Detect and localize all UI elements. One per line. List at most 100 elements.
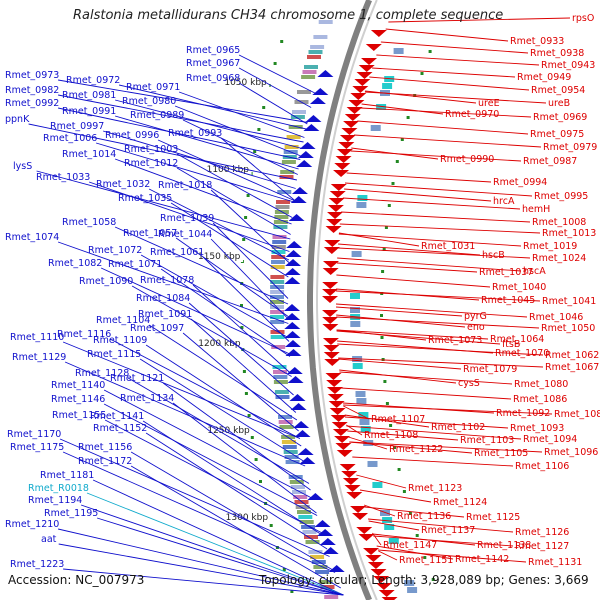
reverse-gene-arrow	[327, 205, 344, 212]
gene-label-right: Rmet_1040	[492, 282, 546, 293]
leader-line-left	[145, 344, 302, 447]
feature-block	[270, 335, 285, 339]
leader-line-right	[344, 188, 492, 202]
reverse-gene-arrow	[322, 338, 339, 345]
reverse-gene-arrow	[342, 478, 359, 485]
leader-line-right	[360, 107, 532, 118]
gene-label-left: Rmet_0993	[168, 128, 222, 139]
backbone-inner-ring	[316, 0, 378, 600]
leader-line-left	[36, 170, 291, 240]
gene-label-left: Rmet_1032	[96, 179, 150, 190]
tick-marker	[262, 106, 266, 109]
tick-marker	[380, 336, 384, 339]
gene-label-right: Rmet_1125	[466, 512, 520, 523]
feature-block	[359, 419, 370, 425]
leader-line-right	[339, 223, 541, 234]
feature-block	[278, 420, 293, 424]
leader-line-right	[361, 103, 444, 115]
feature-block	[351, 251, 362, 257]
leader-line-right	[364, 91, 547, 104]
gene-label-left: Rmet_1057	[123, 228, 177, 239]
forward-gene-arrow	[319, 538, 336, 545]
forward-gene-arrow	[303, 124, 320, 131]
gene-label-left: Rmet_1084	[136, 293, 190, 304]
tick-marker	[385, 402, 389, 405]
gene-label-right: hrcA	[493, 196, 515, 207]
gene-label-right: Rmet_1041	[542, 296, 596, 307]
leader-line-right	[338, 357, 544, 368]
forward-gene-arrow	[285, 259, 302, 266]
tick-marker	[250, 436, 254, 439]
feature-block	[279, 175, 294, 179]
gene-label-right: Rmet_1045	[481, 295, 535, 306]
leader-line-left	[109, 338, 301, 439]
reverse-gene-arrow	[352, 513, 369, 520]
feature-block	[276, 200, 290, 204]
reverse-gene-arrow	[370, 569, 387, 576]
tick-marker	[241, 348, 245, 351]
gene-label-right: pyrG	[464, 311, 487, 322]
leader-line-left	[174, 105, 302, 157]
forward-gene-arrow	[293, 421, 310, 428]
leader-line-left	[102, 130, 296, 189]
gene-label-left: Rmet_1170	[7, 429, 61, 440]
gene-label-left: Rmet_1223	[10, 559, 64, 570]
reverse-gene-arrow	[361, 58, 378, 65]
reverse-gene-arrow	[373, 576, 390, 583]
gene-label-left: Rmet_0967	[186, 58, 240, 69]
gene-label-right: Rmet_1046	[529, 312, 583, 323]
reverse-gene-arrow	[328, 198, 345, 205]
feature-block	[272, 240, 287, 244]
reverse-gene-arrow	[375, 583, 392, 590]
tick-marker	[282, 568, 286, 571]
leader-line-right	[350, 150, 522, 162]
leader-line-right	[368, 520, 420, 531]
leader-line-left	[86, 492, 344, 596]
forward-gene-arrow	[287, 376, 304, 383]
tick-marker	[240, 304, 243, 307]
feature-block	[370, 125, 381, 131]
reverse-gene-arrow	[329, 191, 346, 198]
gene-label-right: Rmet_0970	[445, 109, 499, 120]
leader-line-left	[220, 137, 295, 201]
feature-block	[310, 45, 325, 49]
gene-label-left: Rmet_1181	[40, 470, 94, 481]
feature-block	[356, 398, 367, 404]
tick-marker	[420, 72, 424, 75]
leader-line-left	[238, 82, 308, 125]
feature-block	[270, 290, 285, 294]
reverse-gene-arrow	[339, 135, 356, 142]
gene-label-right: Rmet_1102	[431, 422, 485, 433]
leader-line-left	[58, 79, 308, 123]
feature-block	[297, 510, 311, 514]
forward-gene-arrow	[286, 367, 303, 374]
leader-line-left	[28, 123, 298, 181]
forward-gene-arrow	[317, 70, 334, 77]
reverse-gene-arrow	[325, 226, 342, 233]
reverse-gene-arrow	[365, 555, 382, 562]
feature-block	[283, 450, 298, 454]
gene-label-right: Rmet_0975	[530, 129, 584, 140]
tick-marker	[380, 314, 383, 317]
leader-line-left	[176, 153, 293, 218]
feature-block	[272, 235, 287, 239]
tick-marker	[242, 370, 246, 373]
feature-block	[270, 310, 285, 314]
tick-marker	[253, 150, 257, 153]
reverse-gene-arrow	[344, 485, 361, 492]
gene-label-right: hscB	[482, 250, 505, 261]
gene-label-right: Rmet_0990	[440, 154, 494, 165]
feature-block	[280, 170, 295, 174]
gene-label-right: hemH	[522, 204, 550, 215]
feature-block	[271, 260, 285, 264]
leader-line-left	[182, 332, 299, 432]
reverse-gene-arrow	[338, 142, 355, 149]
feature-block	[356, 202, 367, 208]
gene-label-right: Rmet_1037	[479, 267, 533, 278]
forward-gene-arrow	[284, 277, 301, 284]
gene-label-right: Rmet_1050	[541, 323, 595, 334]
tick-marker	[384, 226, 388, 229]
feature-block	[275, 205, 290, 209]
reverse-gene-arrow	[336, 149, 353, 156]
leader-line-left	[160, 268, 291, 357]
